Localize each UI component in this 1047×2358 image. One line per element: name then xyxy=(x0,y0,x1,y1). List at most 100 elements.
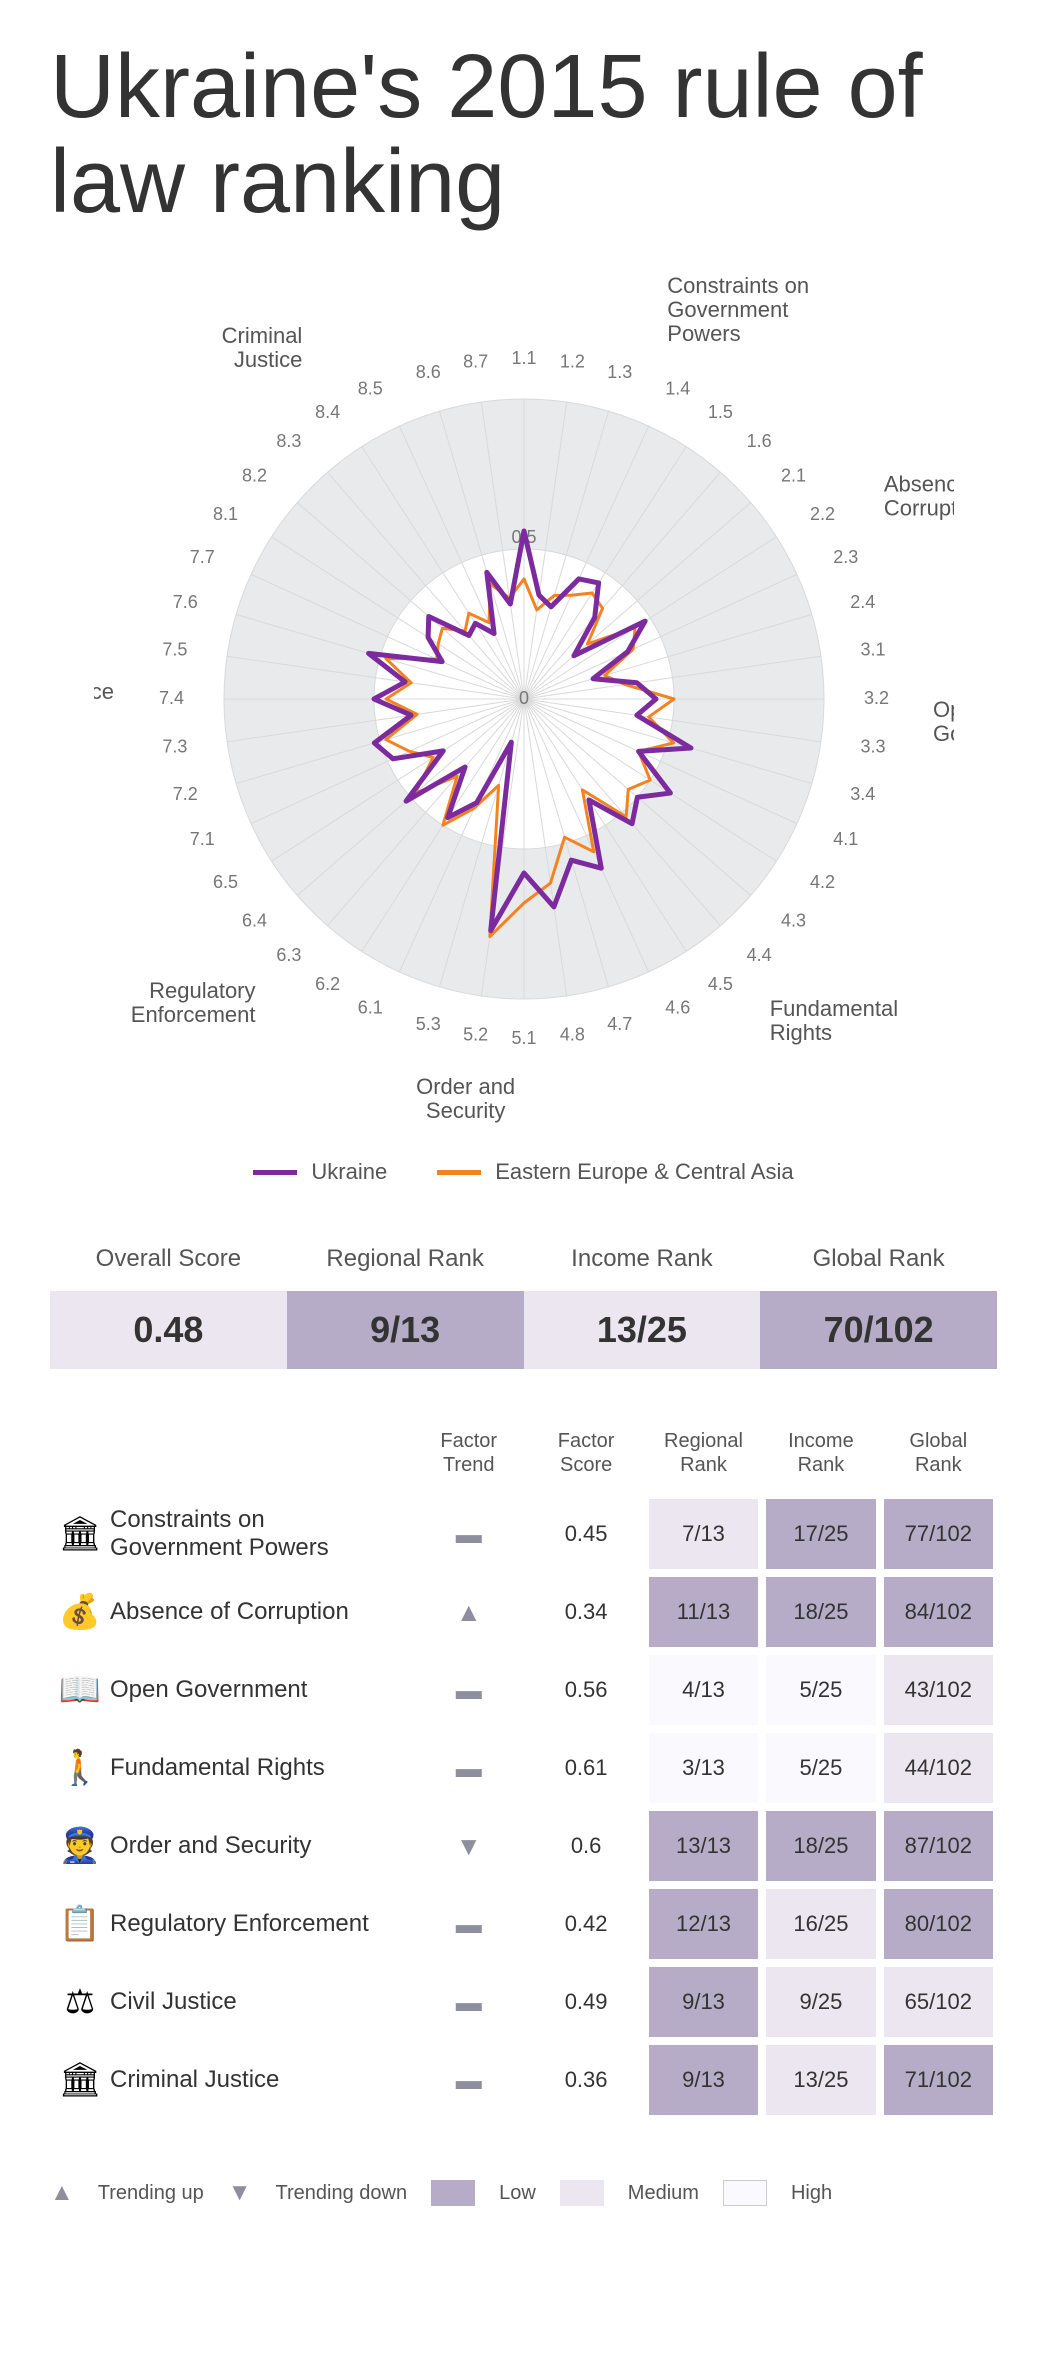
svg-text:1.4: 1.4 xyxy=(665,379,690,399)
summary-bar: Overall Score0.48Regional Rank9/13Income… xyxy=(50,1235,997,1369)
svg-text:6.4: 6.4 xyxy=(242,911,267,931)
factor-trend: ▬ xyxy=(414,2045,523,2115)
svg-text:4.4: 4.4 xyxy=(746,945,771,965)
svg-text:RegulatoryEnforcement: RegulatoryEnforcement xyxy=(130,978,255,1027)
factor-trend: ▬ xyxy=(414,1499,523,1569)
th-global: Global Rank xyxy=(880,1429,997,1477)
factor-icon: 📋 xyxy=(50,1885,110,1963)
income-rank: 5/25 xyxy=(766,1733,875,1803)
svg-text:8.2: 8.2 xyxy=(242,465,267,485)
th-regional: Regional Rank xyxy=(645,1429,762,1477)
svg-text:4.2: 4.2 xyxy=(810,872,835,892)
th-score: Factor Score xyxy=(527,1429,644,1477)
svg-text:4.1: 4.1 xyxy=(833,829,858,849)
income-rank: 18/25 xyxy=(766,1577,875,1647)
legend-swatch-region xyxy=(437,1170,481,1175)
table-row: 👮Order and Security▼0.613/1318/2587/102 xyxy=(50,1807,997,1885)
global-rank: 87/102 xyxy=(884,1811,993,1881)
factor-trend: ▼ xyxy=(414,1811,523,1881)
svg-text:2.3: 2.3 xyxy=(833,547,858,567)
table-row: 📋Regulatory Enforcement▬0.4212/1316/2580… xyxy=(50,1885,997,1963)
factor-trend: ▬ xyxy=(414,1655,523,1725)
footer-legend: ▲ Trending up ▼ Trending down Low Medium… xyxy=(50,2179,997,2207)
factor-icon: 📖 xyxy=(50,1651,110,1729)
th-income: Income Rank xyxy=(762,1429,879,1477)
svg-text:2.1: 2.1 xyxy=(780,465,805,485)
trend-down-icon: ▼ xyxy=(456,1831,482,1862)
svg-text:1.1: 1.1 xyxy=(511,348,536,368)
summary-value: 70/102 xyxy=(760,1291,997,1369)
summary-value: 9/13 xyxy=(287,1291,524,1369)
global-rank: 84/102 xyxy=(884,1577,993,1647)
svg-text:3.4: 3.4 xyxy=(850,784,875,804)
svg-text:Order andSecurity: Order andSecurity xyxy=(416,1074,515,1123)
factor-name: Constraints on Government Powers xyxy=(110,1495,410,1573)
income-rank: 18/25 xyxy=(766,1811,875,1881)
svg-text:0: 0 xyxy=(518,688,528,708)
summary-label: Regional Rank xyxy=(287,1235,524,1291)
svg-text:1.5: 1.5 xyxy=(707,402,732,422)
factor-icon: 👮 xyxy=(50,1807,110,1885)
factor-trend: ▲ xyxy=(414,1577,523,1647)
summary-label: Income Rank xyxy=(524,1235,761,1291)
regional-rank: 12/13 xyxy=(649,1889,758,1959)
medium-swatch xyxy=(560,2180,604,2206)
global-rank: 80/102 xyxy=(884,1889,993,1959)
summary-col: Overall Score0.48 xyxy=(50,1235,287,1369)
trend-up-icon: ▲ xyxy=(456,1597,482,1628)
factor-trend: ▬ xyxy=(414,1889,523,1959)
svg-text:5.1: 5.1 xyxy=(511,1028,536,1048)
svg-text:4.8: 4.8 xyxy=(559,1025,584,1045)
factor-score: 0.56 xyxy=(531,1655,640,1725)
regional-rank: 4/13 xyxy=(649,1655,758,1725)
footer-low: Low xyxy=(499,2182,536,2205)
svg-text:8.1: 8.1 xyxy=(212,504,237,524)
svg-text:8.7: 8.7 xyxy=(463,351,488,371)
income-rank: 9/25 xyxy=(766,1967,875,2037)
legend-label-region: Eastern Europe & Central Asia xyxy=(495,1159,793,1185)
income-rank: 17/25 xyxy=(766,1499,875,1569)
trend-flat-icon: ▬ xyxy=(456,1675,482,1706)
factor-name: Fundamental Rights xyxy=(110,1729,410,1807)
summary-value: 13/25 xyxy=(524,1291,761,1369)
svg-text:8.6: 8.6 xyxy=(415,362,440,382)
low-swatch xyxy=(431,2180,475,2206)
table-row: ⚖Civil Justice▬0.499/139/2565/102 xyxy=(50,1963,997,2041)
svg-text:7.2: 7.2 xyxy=(172,784,197,804)
table-row: 📖Open Government▬0.564/135/2543/102 xyxy=(50,1651,997,1729)
legend-ukraine: Ukraine xyxy=(253,1159,387,1185)
radar-chart-container: 00.51.11.21.31.41.51.62.12.22.32.43.13.2… xyxy=(50,269,997,1129)
factor-name: Civil Justice xyxy=(110,1963,410,2041)
footer-high: High xyxy=(791,2182,832,2205)
svg-text:7.3: 7.3 xyxy=(162,736,187,756)
high-swatch xyxy=(723,2180,767,2206)
factor-score: 0.36 xyxy=(531,2045,640,2115)
summary-col: Income Rank13/25 xyxy=(524,1235,761,1369)
trend-flat-icon: ▬ xyxy=(456,2065,482,2096)
svg-text:1.3: 1.3 xyxy=(607,362,632,382)
factor-icon: 💰 xyxy=(50,1573,110,1651)
svg-text:4.5: 4.5 xyxy=(707,974,732,994)
table-header: Factor Trend Factor Score Regional Rank … xyxy=(50,1429,997,1477)
global-rank: 43/102 xyxy=(884,1655,993,1725)
factor-name: Criminal Justice xyxy=(110,2041,410,2119)
svg-text:8.5: 8.5 xyxy=(357,379,382,399)
svg-text:6.1: 6.1 xyxy=(357,997,382,1017)
svg-text:7.4: 7.4 xyxy=(158,688,183,708)
svg-text:4.3: 4.3 xyxy=(780,911,805,931)
trend-flat-icon: ▬ xyxy=(456,1753,482,1784)
svg-text:7.1: 7.1 xyxy=(189,829,214,849)
svg-text:4.7: 4.7 xyxy=(607,1014,632,1034)
svg-text:6.2: 6.2 xyxy=(315,974,340,994)
legend-label-ukraine: Ukraine xyxy=(311,1159,387,1185)
table-row: 🚶Fundamental Rights▬0.613/135/2544/102 xyxy=(50,1729,997,1807)
global-rank: 44/102 xyxy=(884,1733,993,1803)
svg-text:6.5: 6.5 xyxy=(212,872,237,892)
radar-legend: Ukraine Eastern Europe & Central Asia xyxy=(50,1159,997,1185)
trending-up-icon: ▲ xyxy=(50,2179,74,2207)
svg-text:CriminalJustice: CriminalJustice xyxy=(221,323,302,372)
global-rank: 65/102 xyxy=(884,1967,993,2037)
svg-text:3.3: 3.3 xyxy=(860,736,885,756)
table-row: 🏛Criminal Justice▬0.369/1313/2571/102 xyxy=(50,2041,997,2119)
svg-text:6.3: 6.3 xyxy=(276,945,301,965)
